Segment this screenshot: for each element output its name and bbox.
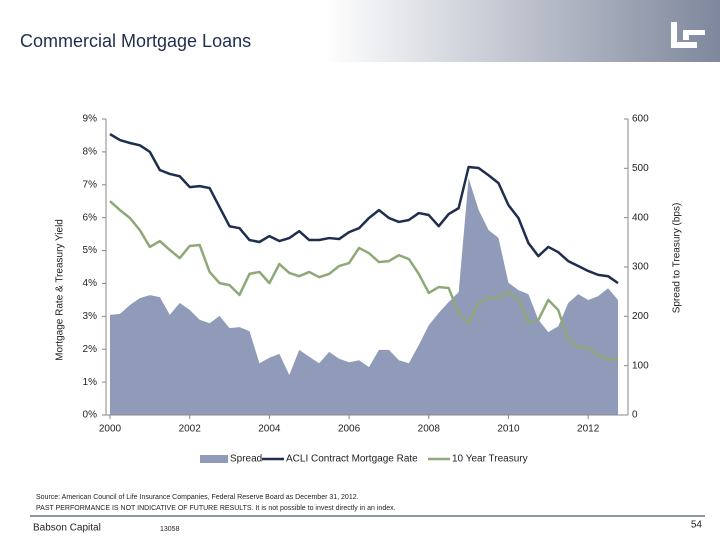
legend-swatch xyxy=(200,455,228,463)
y-tick-label: 6% xyxy=(83,212,98,223)
company: Babson Capital xyxy=(33,523,101,534)
series-line xyxy=(109,133,619,285)
legend-label: Spread xyxy=(230,454,262,465)
y-tick-label: 5% xyxy=(83,245,98,256)
y2-tick-label: 500 xyxy=(632,163,649,174)
y-axis-label: Mortgage Rate & Treasury Yield xyxy=(55,219,66,361)
y-tick-label: 8% xyxy=(83,147,98,158)
disclaimer: PAST PERFORMANCE IS NOT INDICATIVE OF FU… xyxy=(36,505,396,512)
y-tick-label: 7% xyxy=(83,179,98,190)
y2-tick-label: 100 xyxy=(632,360,649,371)
y-tick-label: 9% xyxy=(83,114,98,125)
x-tick-label: 2002 xyxy=(179,424,202,435)
y2-tick-label: 600 xyxy=(632,114,649,125)
legend-label: ACLI Contract Mortgage Rate xyxy=(286,454,418,465)
x-tick-label: 2010 xyxy=(497,424,520,435)
x-tick-label: 2012 xyxy=(577,424,600,435)
y2-tick-label: 400 xyxy=(632,212,649,223)
y2-tick-label: 300 xyxy=(632,262,649,273)
logo xyxy=(671,22,705,48)
x-tick-label: 2000 xyxy=(99,424,122,435)
y2-axis-label: Spread to Treasury (bps) xyxy=(672,203,683,314)
y-tick-label: 2% xyxy=(83,344,98,355)
y-tick-label: 3% xyxy=(83,311,98,322)
y-tick-label: 4% xyxy=(83,278,98,289)
spread-area xyxy=(110,178,619,415)
series-line xyxy=(109,200,619,361)
source: Source: American Council of Life Insuran… xyxy=(36,494,359,501)
slide-title: Commercial Mortgage Loans xyxy=(20,31,251,51)
y-tick-label: 1% xyxy=(83,377,98,388)
y-tick-label: 0% xyxy=(83,410,98,421)
legend-label: 10 Year Treasury xyxy=(452,454,528,465)
x-tick-label: 2004 xyxy=(258,424,281,435)
y2-tick-label: 200 xyxy=(632,311,649,322)
page-number: 54 xyxy=(691,520,703,531)
doc-code: 13058 xyxy=(160,526,180,533)
header-band xyxy=(0,0,720,62)
x-tick-label: 2006 xyxy=(338,424,361,435)
y2-tick-label: 0 xyxy=(632,410,638,421)
x-tick-label: 2008 xyxy=(418,424,441,435)
